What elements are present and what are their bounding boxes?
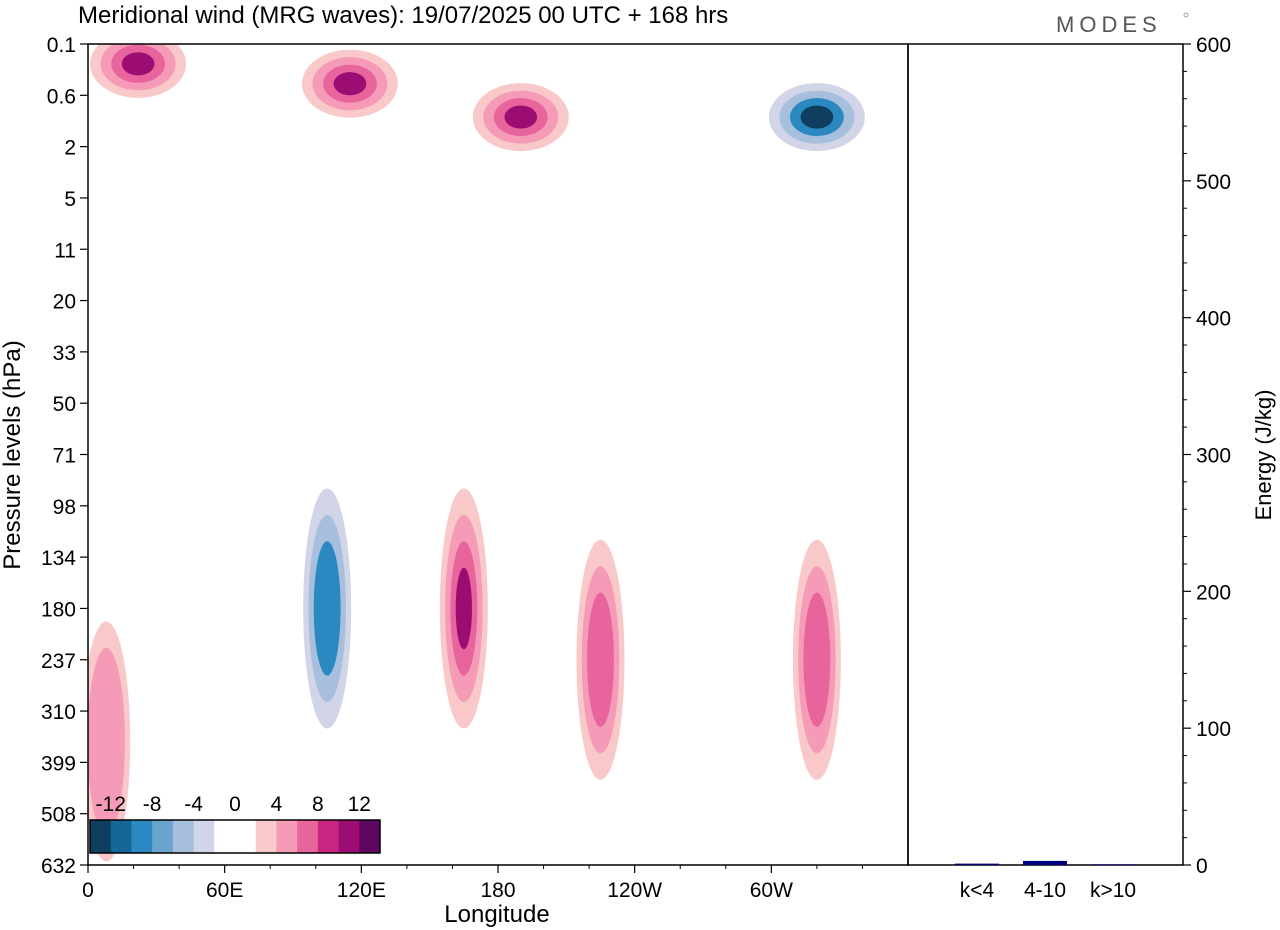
longitude-axis: 0 60E 120E 180 120W 60W <box>82 865 863 902</box>
y-tick-label: 134 <box>41 547 76 570</box>
colorbar-swatch <box>276 820 298 853</box>
y-tick-label: 33 <box>53 342 76 365</box>
y-tick-label: 0.6 <box>47 85 76 108</box>
energy-axis-label: Energy (J/kg) <box>1251 390 1276 521</box>
x-tick-label: 60W <box>750 879 793 902</box>
y-tick-label: 98 <box>53 496 76 519</box>
energy-bar <box>1091 864 1135 865</box>
colorbar-swatch <box>214 820 236 853</box>
y-tick-label: 71 <box>53 445 76 468</box>
colorbar-label: 4 <box>271 793 283 816</box>
positive-anomaly-contour <box>88 647 125 836</box>
colorbar-swatch <box>90 820 112 853</box>
energy-bar <box>1023 860 1067 865</box>
y-tick-label: 508 <box>41 804 76 827</box>
y-tick-label: 0.1 <box>47 34 76 57</box>
colorbar-swatch <box>338 820 360 853</box>
energy-axis: 0 100 200 300 400 500 600 <box>1183 34 1231 878</box>
energy-tick-label: 300 <box>1196 445 1231 468</box>
energy-tick-label: 200 <box>1196 581 1231 604</box>
energy-tick-label: 600 <box>1196 34 1231 57</box>
negative-anomaly-contour <box>313 541 341 676</box>
x-tick-label: 0 <box>82 879 94 902</box>
colorbar-swatch <box>131 820 153 853</box>
y-tick-label: 632 <box>41 855 76 878</box>
x-tick-label: 180 <box>480 879 515 902</box>
y-tick-label: 237 <box>41 650 76 673</box>
x-tick-label: 120E <box>337 879 386 902</box>
energy-category-label: k<4 <box>960 879 995 902</box>
colorbar-swatch <box>172 820 195 853</box>
energy-category-label: 4-10 <box>1024 879 1066 902</box>
colorbar-swatch <box>110 820 132 853</box>
positive-anomaly-contour <box>333 72 367 96</box>
colorbar-label: 8 <box>312 793 324 816</box>
colorbar-label: -4 <box>184 793 203 816</box>
colorbar-label: 12 <box>348 793 371 816</box>
colorbar-label: -8 <box>143 793 162 816</box>
energy-tick-label: 500 <box>1196 171 1231 194</box>
colorbar-swatch <box>255 820 277 853</box>
colorbar-swatch <box>317 820 340 853</box>
y-tick-label: 2 <box>64 137 76 160</box>
colorbar-swatch <box>359 820 381 853</box>
x-tick-label: 120W <box>607 879 662 902</box>
contour-field <box>88 44 908 865</box>
y-tick-label: 20 <box>53 291 76 314</box>
colorbar-label: -12 <box>96 793 126 816</box>
positive-anomaly-contour <box>803 592 831 727</box>
positive-anomaly-contour <box>504 105 538 129</box>
energy-tick-label: 400 <box>1196 308 1231 331</box>
negative-anomaly-contour <box>800 105 834 129</box>
colorbar-frame <box>89 819 381 854</box>
energy-panel-frame <box>907 43 1184 866</box>
x-tick-label: 60E <box>206 879 243 902</box>
energy-bars: k<4 4-10 k>10 <box>955 860 1136 902</box>
y-tick-label: 5 <box>64 188 76 211</box>
energy-tick-label: 0 <box>1196 855 1208 878</box>
pressure-axis: 0.1 0.6 2 5 11 20 33 50 71 98 134 180 237 310 399 508 63… <box>41 34 88 878</box>
y-axis-label: Pressure levels (hPa) <box>0 340 26 569</box>
energy-tick-label: 100 <box>1196 718 1231 741</box>
y-tick-label: 399 <box>41 752 76 775</box>
x-axis-label: Longitude <box>444 901 549 928</box>
energy-category-label: k>10 <box>1090 879 1136 902</box>
colorbar-swatch <box>152 820 174 853</box>
y-tick-label: 180 <box>41 598 76 621</box>
colorbar-swatch <box>235 820 257 853</box>
positive-anomaly-contour <box>455 567 472 650</box>
y-tick-label: 11 <box>54 239 76 262</box>
logo-mark-icon <box>1183 12 1189 18</box>
y-tick-label: 50 <box>53 393 76 416</box>
positive-anomaly-contour <box>121 52 155 76</box>
colorbar-swatch <box>297 820 319 853</box>
positive-anomaly-contour <box>587 592 614 727</box>
colorbar-swatch <box>193 820 215 853</box>
energy-bar <box>955 863 999 865</box>
chart-title: Meridional wind (MRG waves): 19/07/2025 … <box>78 2 728 29</box>
modes-logo: MODES <box>1056 12 1162 37</box>
colorbar-legend: -12 -8 -4 0 4 8 12 <box>89 793 381 854</box>
colorbar-label: 0 <box>229 793 241 816</box>
y-tick-label: 310 <box>41 701 76 724</box>
